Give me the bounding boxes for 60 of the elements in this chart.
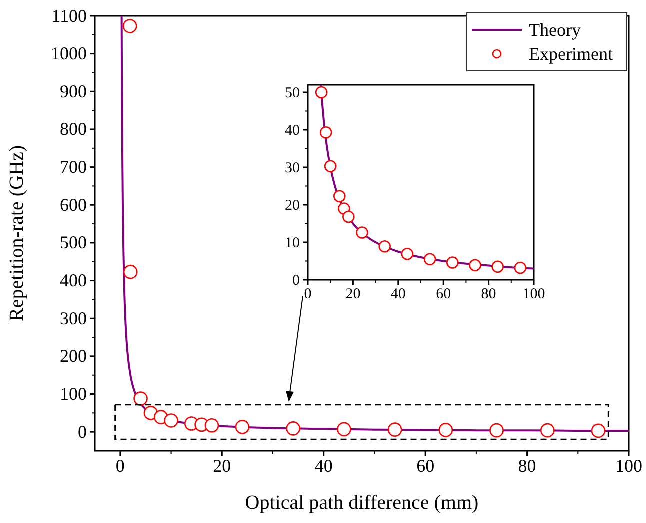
x-tick-label: 60: [416, 456, 435, 476]
x-tick-label: 100: [522, 286, 546, 303]
point: [204, 418, 220, 433]
y-tick-label: 0: [292, 272, 300, 289]
y-tick-label: 20: [285, 198, 300, 214]
x-tick-label: 0: [304, 286, 312, 303]
point: [235, 420, 250, 434]
point: [438, 423, 454, 438]
point: [134, 392, 148, 406]
y-tick-label: 1000: [51, 44, 87, 64]
point: [591, 424, 606, 438]
y-tick-label: 500: [60, 232, 87, 253]
point: [123, 264, 138, 280]
y-tick-label: 0: [78, 422, 87, 442]
y-tick-label: 10: [285, 235, 300, 252]
point: [342, 210, 355, 224]
x-axis-title: Optical path difference (mm): [245, 492, 479, 514]
point: [356, 226, 368, 239]
y-tick-label: 50: [285, 85, 300, 102]
point: [540, 423, 555, 438]
point: [286, 422, 300, 436]
x-tick-label: 0: [116, 456, 125, 476]
point: [469, 259, 482, 272]
x-tick-label: 80: [481, 286, 496, 303]
y-tick-label: 30: [285, 160, 300, 176]
y-tick-label: 800: [60, 119, 87, 140]
point: [424, 253, 436, 266]
y-tick-label: 100: [60, 384, 87, 404]
legend-label: Theory: [529, 20, 581, 40]
x-tick-label: 60: [436, 286, 452, 303]
x-tick-label: 80: [518, 456, 536, 476]
y-tick-label: 200: [60, 346, 87, 366]
y-axis-title: Repetition-rate (GHz): [6, 145, 28, 322]
x-tick-label: 40: [314, 456, 333, 476]
y-tick-label: 1100: [52, 6, 87, 26]
legend-label: Experiment: [529, 44, 613, 64]
y-tick-label: 700: [60, 157, 87, 178]
y-tick-label: 300: [60, 308, 87, 328]
y-tick-label: 600: [60, 194, 87, 215]
x-tick-label: 20: [213, 456, 232, 476]
point: [122, 19, 138, 34]
point: [333, 190, 346, 203]
x-tick-label: 20: [346, 286, 361, 303]
point: [514, 262, 527, 274]
point: [446, 256, 459, 269]
point: [401, 248, 414, 260]
point: [490, 423, 504, 438]
y-tick-label: 40: [285, 122, 300, 139]
point: [492, 260, 504, 274]
y-tick-label: 400: [60, 270, 87, 291]
point: [164, 414, 178, 428]
x-tick-label: 100: [616, 456, 642, 476]
point: [315, 86, 328, 99]
point: [324, 160, 337, 173]
x-tick-label: 40: [390, 286, 406, 303]
point: [388, 422, 402, 437]
point: [320, 126, 332, 139]
y-tick-label: 900: [60, 81, 87, 102]
point: [378, 240, 391, 253]
point: [337, 422, 352, 437]
